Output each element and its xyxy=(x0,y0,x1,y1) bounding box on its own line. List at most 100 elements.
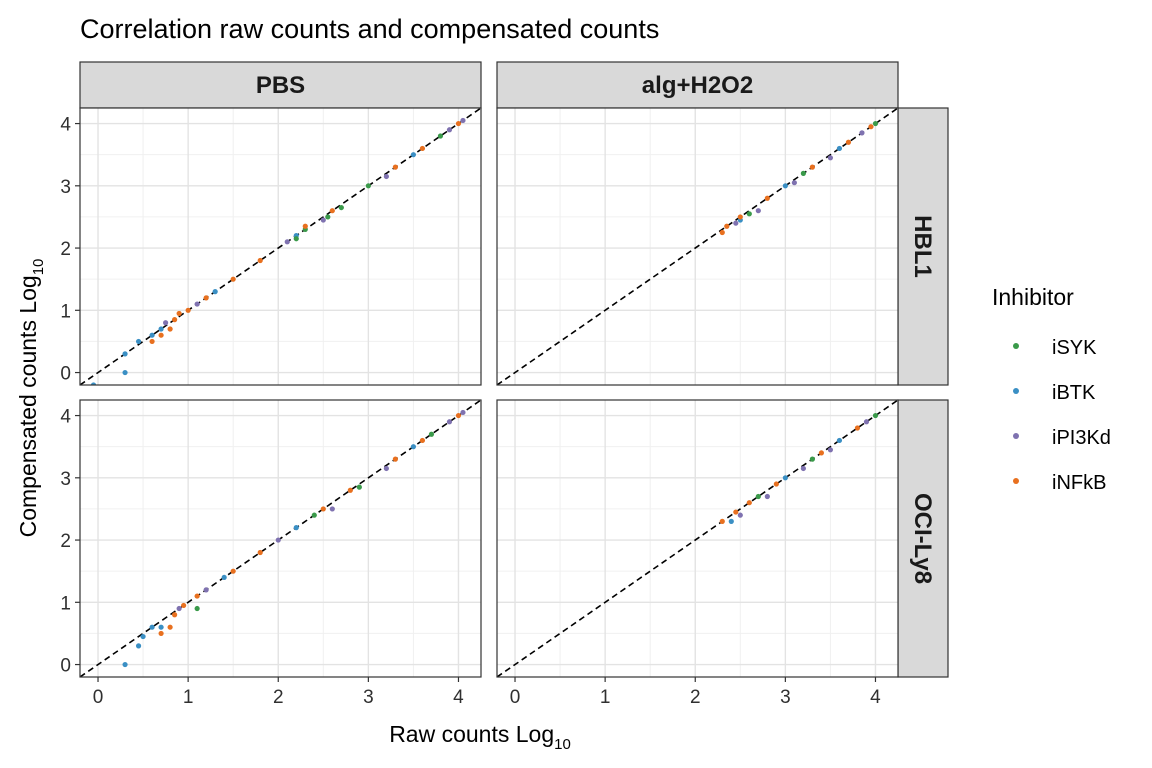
series-ibtk xyxy=(728,437,843,524)
data-point xyxy=(293,525,299,531)
data-point xyxy=(135,643,142,649)
data-point xyxy=(455,412,462,419)
data-point xyxy=(329,506,335,512)
data-point xyxy=(185,307,191,313)
data-point xyxy=(383,465,389,472)
data-point xyxy=(446,127,453,133)
legend-entry-ibtk: iBTK xyxy=(1013,382,1096,404)
legend-entry-ipi3kd: iPI3Kd xyxy=(1013,427,1111,449)
y-tick-label: 2 xyxy=(60,531,71,552)
panel-alg-h2o2-hbl1 xyxy=(496,107,899,386)
data-point xyxy=(167,326,173,332)
x-tick-label: 2 xyxy=(273,687,284,708)
data-point xyxy=(724,223,730,229)
x-axis-title-subscript: 10 xyxy=(554,736,571,753)
data-point xyxy=(338,204,344,211)
data-point xyxy=(230,568,236,574)
facet-strip-bg xyxy=(897,399,949,678)
reference-line xyxy=(497,108,898,385)
chart-title: Correlation raw counts and compensated c… xyxy=(80,14,659,44)
data-point xyxy=(122,351,128,357)
data-point xyxy=(90,382,97,385)
series-infkb xyxy=(719,124,874,236)
data-point xyxy=(140,633,146,640)
data-point xyxy=(149,624,155,630)
data-point xyxy=(158,630,164,637)
facet-strip-label: alg+H2O2 xyxy=(642,72,753,99)
data-point xyxy=(149,338,155,345)
data-point xyxy=(329,208,335,214)
legend-key xyxy=(1013,388,1019,394)
panel-border xyxy=(79,399,482,678)
data-point xyxy=(365,183,371,189)
legend-label: iSYK xyxy=(1052,337,1097,359)
facet-strip-label: HBL1 xyxy=(909,215,936,278)
facet-strip-bg xyxy=(496,61,899,109)
panel-alg-h2o2-oci-ly8: 0 1 2 3 4 xyxy=(496,399,899,708)
data-point xyxy=(176,310,182,317)
data-point xyxy=(194,301,200,307)
data-point xyxy=(845,139,852,145)
data-point xyxy=(746,211,752,217)
series-ibtk xyxy=(90,152,417,385)
series-infkb xyxy=(158,412,462,637)
series-isyk xyxy=(746,120,879,217)
data-point xyxy=(325,214,331,220)
facet-strip-label: OCI-Ly8 xyxy=(909,493,936,584)
data-point xyxy=(181,602,187,609)
y-tick-label: 1 xyxy=(60,301,71,322)
data-point xyxy=(172,317,178,323)
data-point xyxy=(460,117,466,124)
data-point xyxy=(818,450,825,456)
data-point xyxy=(755,493,761,500)
legend-key xyxy=(1013,433,1019,439)
data-point xyxy=(257,549,263,556)
series-infkb xyxy=(719,425,861,524)
data-point xyxy=(737,214,743,220)
x-tick-label: 4 xyxy=(870,687,881,708)
y-axis-title-main: Compensated counts Log xyxy=(15,275,41,537)
x-tick-label: 3 xyxy=(363,687,374,708)
data-point xyxy=(863,419,870,425)
x-tick-label: 4 xyxy=(453,687,464,708)
data-point xyxy=(203,587,209,593)
y-tick-label: 1 xyxy=(60,593,71,614)
data-point xyxy=(868,124,874,130)
data-point xyxy=(737,512,743,518)
data-point xyxy=(176,605,182,612)
y-axis-title-subscript: 10 xyxy=(30,259,47,276)
reference-line xyxy=(497,400,898,677)
data-point xyxy=(392,456,398,462)
x-tick-label: 2 xyxy=(690,687,701,708)
legend-label: iBTK xyxy=(1052,382,1096,404)
data-point xyxy=(392,164,398,170)
data-point xyxy=(437,133,444,139)
series-ipi3kd xyxy=(733,130,865,226)
facet-strip-row-oci-ly8: OCI-Ly8 xyxy=(897,399,949,678)
y-tick-label: 0 xyxy=(60,364,71,385)
data-point xyxy=(455,120,462,127)
data-point xyxy=(158,624,164,630)
data-point xyxy=(446,419,453,425)
data-point xyxy=(284,239,290,245)
data-point xyxy=(809,456,815,462)
y-tick-label: 3 xyxy=(60,177,71,198)
legend-entry-isyk: iSYK xyxy=(1013,337,1097,359)
y-tick-label: 4 xyxy=(60,115,71,136)
data-point xyxy=(135,338,142,345)
facet-strip-col-alg-h2o2: alg+H2O2 xyxy=(496,61,899,109)
data-point xyxy=(773,481,779,487)
data-point xyxy=(320,217,326,223)
series-isyk xyxy=(755,412,879,500)
data-point xyxy=(755,208,761,214)
x-axis-title-main: Raw counts Log xyxy=(389,721,554,747)
data-point xyxy=(800,170,806,176)
data-point xyxy=(311,512,317,518)
legend: Inhibitor iSYK iBTK iPI3Kd iNFkB xyxy=(992,284,1111,494)
data-point xyxy=(302,223,308,229)
data-point xyxy=(719,229,725,236)
data-point xyxy=(149,332,155,338)
data-point xyxy=(172,612,178,618)
data-point xyxy=(158,326,164,332)
data-point xyxy=(746,500,752,506)
